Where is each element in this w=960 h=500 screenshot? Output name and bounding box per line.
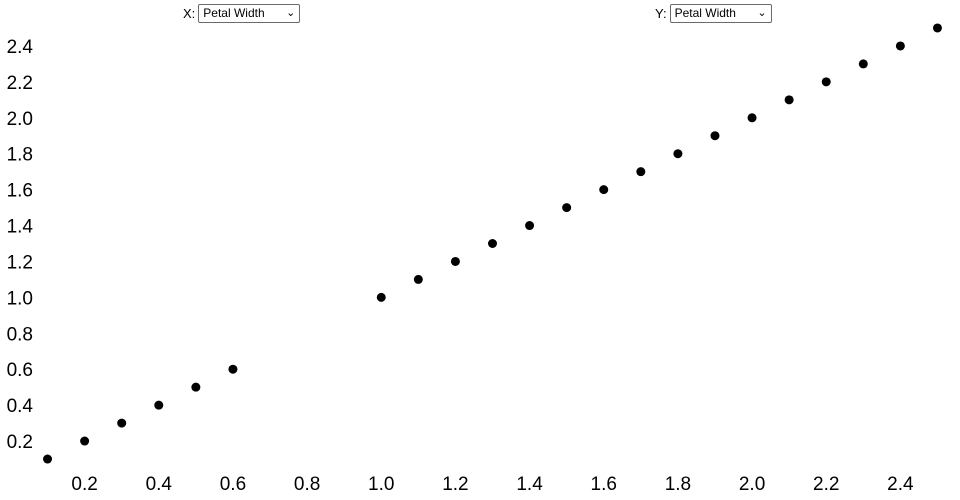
data-point bbox=[80, 436, 90, 446]
y-tick-label: 1.2 bbox=[7, 252, 33, 273]
x-axis-label: X: bbox=[183, 6, 196, 21]
data-point bbox=[636, 167, 646, 177]
y-tick-label: 1.4 bbox=[7, 217, 34, 238]
y-tick-label: 0.2 bbox=[7, 432, 33, 453]
data-point bbox=[191, 382, 201, 392]
data-point bbox=[562, 203, 572, 213]
data-points bbox=[43, 23, 942, 464]
data-point bbox=[932, 23, 942, 33]
y-tick-label: 1.8 bbox=[7, 145, 33, 166]
data-point bbox=[376, 292, 386, 302]
data-point bbox=[747, 113, 757, 123]
y-axis-label: Y: bbox=[655, 6, 667, 21]
x-axis-control: X: Petal Width ⌄ bbox=[183, 4, 301, 23]
data-point bbox=[673, 149, 683, 159]
data-point bbox=[784, 95, 794, 105]
x-tick-label: 2.4 bbox=[887, 474, 914, 495]
x-tick-label: 2.0 bbox=[739, 474, 765, 495]
y-tick-label: 0.8 bbox=[7, 324, 33, 345]
data-point bbox=[117, 418, 127, 428]
x-tick-label: 1.6 bbox=[591, 474, 617, 495]
data-point bbox=[599, 185, 609, 195]
x-axis-select-wrap: Petal Width ⌄ bbox=[198, 4, 301, 23]
x-tick-labels: 0.2 0.4 0.6 0.8 1.0 1.2 1.4 1.6 1.8 2.0 2.2 2.4 bbox=[71, 474, 914, 495]
data-point bbox=[858, 59, 868, 69]
y-axis-select[interactable]: Petal Width bbox=[669, 4, 772, 23]
x-tick-label: 1.8 bbox=[665, 474, 691, 495]
data-point bbox=[228, 364, 238, 374]
y-tick-label: 2.2 bbox=[7, 73, 33, 94]
y-tick-label: 1.0 bbox=[7, 288, 33, 309]
data-point bbox=[821, 77, 831, 87]
y-tick-label: 2.0 bbox=[7, 109, 33, 130]
y-tick-label: 1.6 bbox=[7, 181, 33, 202]
x-tick-label: 0.8 bbox=[294, 474, 320, 495]
data-point bbox=[710, 131, 720, 141]
x-tick-label: 0.6 bbox=[220, 474, 246, 495]
x-tick-label: 2.2 bbox=[813, 474, 839, 495]
data-point bbox=[488, 239, 497, 248]
y-axis-select-wrap: Petal Width ⌄ bbox=[669, 4, 772, 23]
x-tick-label: 1.0 bbox=[368, 474, 394, 495]
y-tick-label: 0.4 bbox=[7, 396, 34, 417]
data-point bbox=[413, 274, 423, 284]
y-tick-label: 2.4 bbox=[7, 37, 34, 58]
y-axis-control: Y: Petal Width ⌄ bbox=[655, 4, 772, 23]
data-point bbox=[154, 400, 164, 410]
x-tick-label: 1.2 bbox=[442, 474, 468, 495]
y-tick-labels: 0.2 0.4 0.6 0.8 1.0 1.2 1.4 1.6 1.8 2.0 2.2 2.4 bbox=[7, 37, 34, 453]
x-tick-label: 1.4 bbox=[516, 474, 543, 495]
y-tick-label: 0.6 bbox=[7, 360, 33, 381]
data-point bbox=[450, 256, 460, 266]
data-point bbox=[525, 221, 535, 231]
data-point bbox=[895, 41, 905, 51]
x-tick-label: 0.4 bbox=[146, 474, 173, 495]
x-tick-label: 0.2 bbox=[71, 474, 97, 495]
x-axis-select[interactable]: Petal Width bbox=[198, 4, 301, 23]
data-point bbox=[43, 454, 53, 464]
